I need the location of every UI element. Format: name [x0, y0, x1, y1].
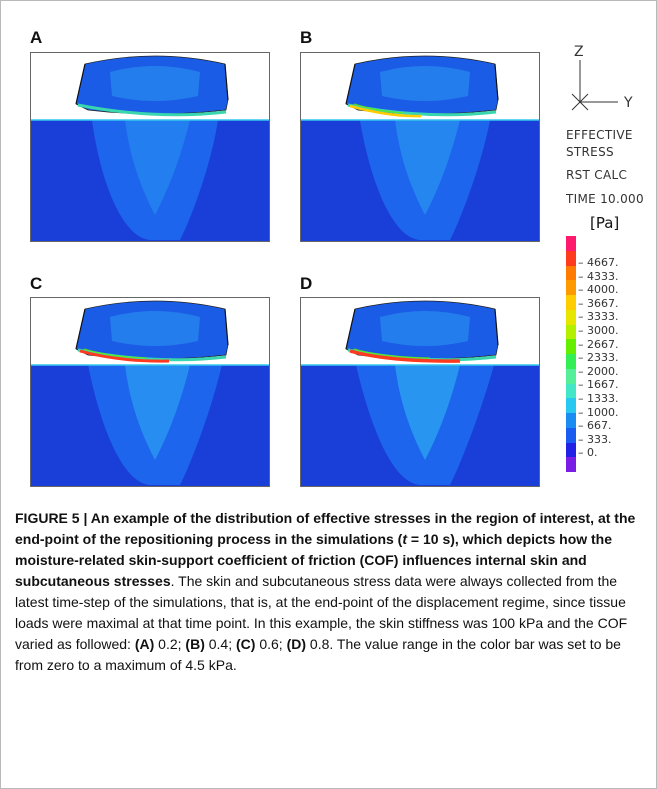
caption-t-var: t	[402, 531, 408, 547]
mid-stress-edge	[83, 348, 147, 359]
color-bar-segment	[566, 354, 576, 369]
color-bar-segment	[566, 250, 576, 266]
stress-core	[125, 120, 190, 215]
stress-plot	[30, 52, 270, 242]
color-bar-tick: – 3667.	[578, 296, 619, 310]
caption-d-label: (D)	[286, 636, 307, 652]
figure-caption: FIGURE 5 | An example of the distributio…	[15, 508, 643, 676]
caption-a-val: 0.2;	[154, 636, 186, 652]
color-bar-tick: – 3333.	[578, 310, 619, 324]
stress-panel-c	[30, 297, 270, 487]
skin-contact-band	[347, 103, 497, 117]
color-bar-segment	[566, 413, 576, 428]
caption-body-1: . The skin and subcutaneous stress data …	[15, 573, 628, 652]
high-stress-edge	[349, 104, 422, 118]
color-bar-segment	[566, 427, 576, 443]
legend-line-2: STRESS	[566, 145, 614, 159]
color-bar-segment	[566, 265, 576, 281]
color-bar-tick: – 2333.	[578, 351, 619, 365]
high-stress-edge	[349, 349, 461, 363]
color-bar-segment	[566, 339, 576, 354]
panel-label-a: A	[30, 28, 43, 47]
color-bar-segment	[566, 398, 576, 413]
color-bar-tick: – 1333.	[578, 392, 619, 405]
tissue-inner	[110, 66, 200, 101]
panel-label-b: B	[300, 28, 313, 47]
stress-panel-b	[300, 52, 540, 242]
color-bar-tick: – 3000.	[578, 324, 619, 337]
color-bar-tick: – 4333.	[578, 269, 619, 283]
caption-b-val: 0.4;	[204, 636, 236, 652]
stress-core	[125, 365, 190, 460]
panel-label-d: D	[300, 274, 313, 293]
legend-line-1: EFFECTIVE	[566, 128, 633, 142]
stress-panel-a	[30, 52, 270, 242]
stress-core	[395, 120, 460, 215]
color-bar-tick: – 2667.	[578, 337, 619, 351]
skin-contact-band	[77, 103, 227, 117]
color-bar	[566, 236, 576, 472]
color-bar-tick: – 333.	[578, 432, 612, 446]
mid-stress-edge	[353, 103, 405, 114]
stress-plot	[300, 297, 540, 487]
color-bar-segment	[566, 295, 576, 310]
color-bar-segment	[566, 309, 576, 325]
tissue-inner	[380, 66, 470, 101]
caption-a-label: (A)	[134, 636, 155, 652]
tissue-inner	[110, 311, 200, 346]
axis-triad: Z Y	[571, 44, 633, 111]
color-bar-tick: – 4667.	[578, 256, 619, 269]
axis-z-label: Z	[574, 44, 584, 60]
figure-image: A B C D Z Y EFFECTIVE STRESS RST CALC TI…	[30, 28, 644, 487]
color-bar-tick: – 0.	[578, 446, 598, 460]
axis-y-label: Y	[623, 95, 633, 111]
skin-contact-band	[77, 348, 227, 362]
caption-title-1: An example of the distribution of effect…	[15, 510, 636, 547]
stress-plot	[300, 52, 540, 242]
color-bar-tick: – 1667.	[578, 378, 619, 392]
color-bar-segment	[566, 368, 576, 384]
caption-title-2: = 10 s), which depicts how the moisture-…	[15, 531, 613, 589]
legend-unit: [Pa]	[590, 214, 620, 232]
color-bar-tick: – 2000.	[578, 364, 619, 378]
caption-b-label: (B)	[185, 636, 205, 652]
high-stress-edge	[79, 349, 170, 363]
legend-line-4: TIME 10.000	[566, 192, 644, 206]
color-bar-tick: – 667.	[578, 419, 612, 433]
color-bar-segment	[566, 324, 576, 340]
panel-label-c: C	[30, 274, 43, 293]
legend-line-3: RST CALC	[566, 168, 628, 182]
stress-core	[395, 365, 460, 460]
color-bar-tick: – 4000.	[578, 283, 619, 297]
color-bar-segment	[566, 457, 576, 472]
color-bar-segment	[566, 280, 576, 295]
caption-c-val: 0.6;	[255, 636, 287, 652]
stress-plot	[30, 297, 270, 487]
caption-d-val: 0.8. The value range in the color bar wa…	[15, 636, 621, 673]
stress-panel-d	[300, 297, 540, 487]
color-bar-tick: – 1000.	[578, 405, 619, 419]
mid-stress-edge	[353, 348, 431, 359]
color-bar-segment	[566, 236, 576, 251]
color-bar-segment	[566, 442, 576, 458]
color-bar-segment	[566, 383, 576, 399]
caption-figure-label: FIGURE 5 |	[15, 510, 91, 526]
caption-c-label: (C)	[236, 636, 256, 652]
tissue-inner	[380, 311, 470, 346]
